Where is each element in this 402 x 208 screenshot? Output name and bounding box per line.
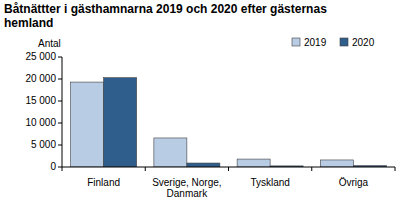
y-tick-label: 25 000 (25, 51, 56, 62)
bars (71, 78, 387, 167)
title: Båtnättter i gästhamnarna 2019 och 2020 … (4, 2, 334, 30)
y-tick (58, 123, 62, 124)
legend-swatch (292, 38, 300, 46)
y-tick-label: 5 000 (31, 139, 56, 150)
y-tick-label: 15 000 (25, 95, 56, 106)
y-tick-label: 20 000 (25, 73, 56, 84)
bar (320, 160, 353, 167)
bar (237, 159, 270, 167)
y-tick (58, 57, 62, 58)
y-axis (62, 57, 63, 167)
x-tick (395, 167, 396, 171)
x-tick (62, 167, 63, 171)
y-tick-label: 10 000 (25, 117, 56, 128)
bar (104, 78, 137, 167)
legend-swatch (340, 38, 348, 46)
x-tick-label: Tyskland (230, 177, 310, 188)
x-tick-label: Sverige, Norge, Danmark (147, 177, 227, 199)
x-tick (311, 167, 312, 171)
y-axis-label: Antal (38, 38, 61, 49)
bar (154, 138, 187, 167)
bar (187, 163, 220, 167)
y-tick (58, 167, 62, 168)
y-tick-label: 0 (50, 161, 56, 172)
x-tick-label: Finland (64, 177, 144, 188)
y-tick (58, 145, 62, 146)
bar (71, 82, 104, 167)
legend-label: 2020 (352, 37, 374, 48)
chart (0, 0, 402, 208)
y-tick (58, 101, 62, 102)
y-tick (58, 79, 62, 80)
x-tick-label: Övriga (313, 177, 393, 188)
legend-label: 2019 (304, 37, 326, 48)
x-tick (145, 167, 146, 171)
x-tick (228, 167, 229, 171)
